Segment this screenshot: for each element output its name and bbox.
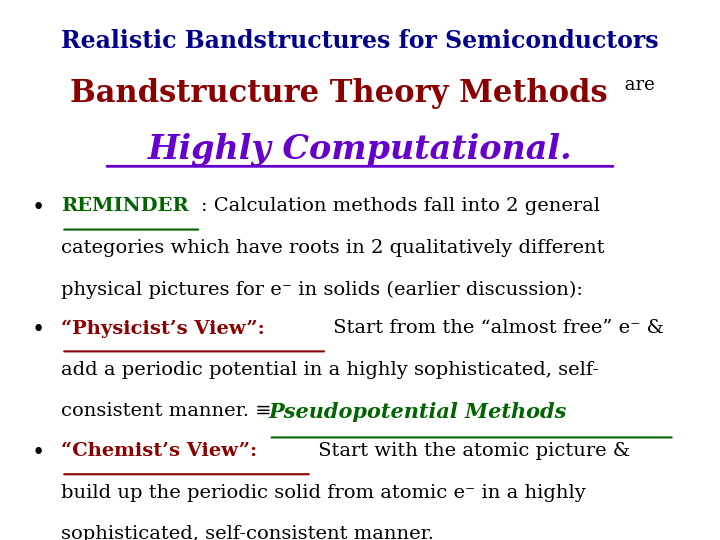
Text: build up the periodic solid from atomic e⁻ in a highly: build up the periodic solid from atomic … (61, 484, 586, 502)
Text: “Physicist’s View”:: “Physicist’s View”: (61, 319, 265, 338)
Text: are: are (619, 76, 655, 93)
Text: REMINDER: REMINDER (61, 198, 189, 215)
Text: Start with the atomic picture &: Start with the atomic picture & (312, 442, 630, 460)
Text: Bandstructure Theory Methods: Bandstructure Theory Methods (71, 78, 608, 109)
Text: •: • (32, 442, 45, 464)
Text: •: • (32, 198, 45, 219)
Text: consistent manner. ≡: consistent manner. ≡ (61, 402, 278, 420)
Text: add a periodic potential in a highly sophisticated, self-: add a periodic potential in a highly sop… (61, 361, 600, 379)
Text: Realistic Bandstructures for Semiconductors: Realistic Bandstructures for Semiconduct… (61, 29, 659, 53)
Text: categories which have roots in 2 qualitatively different: categories which have roots in 2 qualita… (61, 239, 605, 257)
Text: : Calculation methods fall into 2 general: : Calculation methods fall into 2 genera… (201, 198, 600, 215)
Text: Start from the “almost free” e⁻ &: Start from the “almost free” e⁻ & (327, 319, 664, 338)
Text: physical pictures for e⁻ in solids (earlier discussion):: physical pictures for e⁻ in solids (earl… (61, 280, 583, 299)
Text: •: • (32, 319, 45, 341)
Text: Pseudopotential Methods: Pseudopotential Methods (269, 402, 567, 422)
Text: sophisticated, self-consistent manner.: sophisticated, self-consistent manner. (61, 525, 434, 540)
Text: Highly Computational.: Highly Computational. (148, 133, 572, 166)
Text: “Chemist’s View”:: “Chemist’s View”: (61, 442, 258, 460)
